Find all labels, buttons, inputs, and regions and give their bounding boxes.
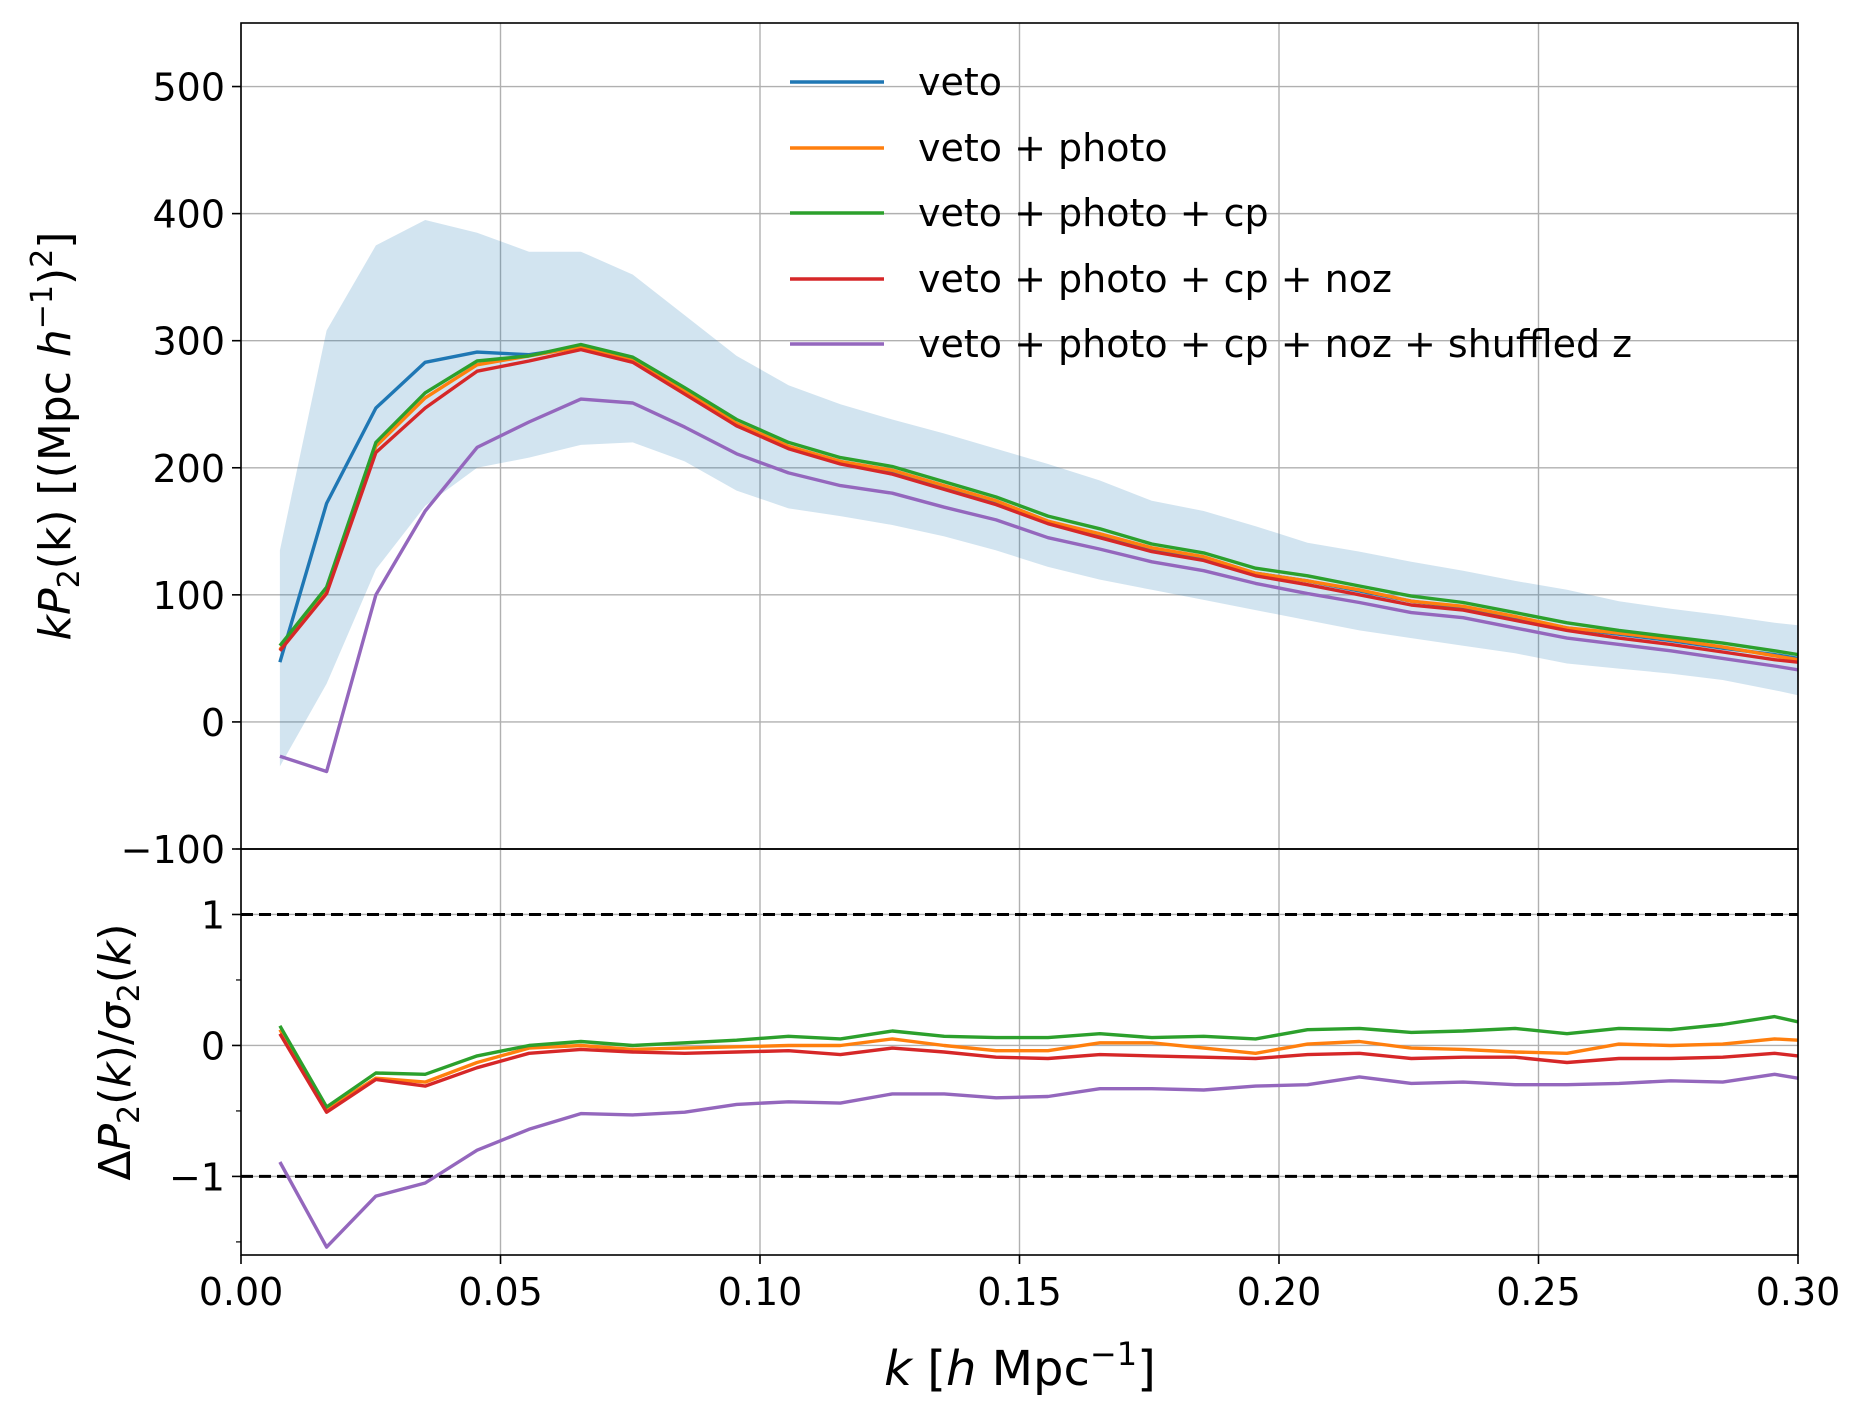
x-tick-label: 0.20: [1237, 1270, 1322, 1314]
residual-line-veto-photo: [278, 1028, 1798, 1112]
x-tick-label: 0.15: [977, 1270, 1062, 1314]
legend-label: veto: [918, 60, 1002, 104]
legend-entry-shuffled-z: veto + photo + cp + noz + shuffled z: [790, 322, 1632, 366]
x-axis-label: k [h Mpc−1]: [884, 1335, 1156, 1397]
y-tick-label: 300: [152, 320, 225, 364]
legend-entry-veto-photo-cp: veto + photo + cp: [790, 191, 1269, 235]
legend-label: veto + photo + cp + noz + shuffled z: [918, 322, 1632, 366]
legend-label: veto + photo + cp: [918, 191, 1269, 235]
series-line-veto-photo-cp: [278, 342, 1798, 657]
y-tick-label: 0: [201, 701, 225, 745]
legend: veto veto + photo veto + photo + cp veto…: [790, 60, 1632, 366]
residual-line-veto-photo-cp: [278, 1014, 1798, 1109]
bottom-y-ticks: −1 0 1: [169, 848, 241, 1243]
y-tick-label: 100: [152, 574, 225, 618]
y-tick-label: −100: [121, 828, 225, 872]
top-y-axis-label: kP2(k) [(Mpc h−1)2]: [25, 232, 87, 641]
x-tick-label: 0.25: [1496, 1270, 1581, 1314]
legend-entry-veto-photo-cp-noz: veto + photo + cp + noz: [790, 257, 1392, 301]
x-tick-label: 0.00: [199, 1270, 284, 1314]
residual-line-veto-photo-cp-noz: [278, 1032, 1798, 1114]
legend-entry-veto: veto: [790, 60, 1002, 104]
top-series-lines: [278, 342, 1798, 774]
x-tick-label: 0.30: [1756, 1270, 1841, 1314]
legend-entry-veto-photo: veto + photo: [790, 126, 1168, 170]
y-tick-label: 0: [201, 1024, 225, 1068]
bottom-panel: −1 0 1 0.00 0.05 0.10 0.15 0.20 0.25 0.30 ΔP2(k)…: [90, 848, 1841, 1397]
top-y-ticks: −100 0 100 200 300 400 500: [121, 66, 241, 872]
bottom-series-lines: [278, 1014, 1798, 1249]
series-line-veto-photo-cp-noz: [278, 347, 1798, 664]
error-band: [279, 220, 1798, 767]
bottom-y-axis-label: ΔP2(k)/σ2(k): [90, 923, 147, 1180]
bottom-reference-lines: [241, 912, 1798, 1178]
residual-line-veto-photo-cp-noz-shuffled-z: [278, 1072, 1798, 1249]
y-tick-label: 200: [152, 447, 225, 491]
y-tick-label: 400: [152, 193, 225, 237]
y-tick-label: 1: [201, 893, 225, 937]
x-tick-label: 0.10: [718, 1270, 803, 1314]
x-tick-label: 0.05: [458, 1270, 543, 1314]
top-error-band: [279, 220, 1798, 767]
y-tick-label: 500: [152, 66, 225, 110]
x-ticks: 0.00 0.05 0.10 0.15 0.20 0.25 0.30: [199, 1255, 1841, 1314]
y-tick-label: −1: [169, 1155, 225, 1199]
top-panel: −100 0 100 200 300 400 500 kP2(k) [(Mpc h−1)2]…: [25, 22, 1799, 872]
legend-label: veto + photo: [918, 126, 1168, 170]
legend-label: veto + photo + cp + noz: [918, 257, 1392, 301]
series-line-veto-photo-cp-noz-shuffled-z: [279, 397, 1798, 774]
